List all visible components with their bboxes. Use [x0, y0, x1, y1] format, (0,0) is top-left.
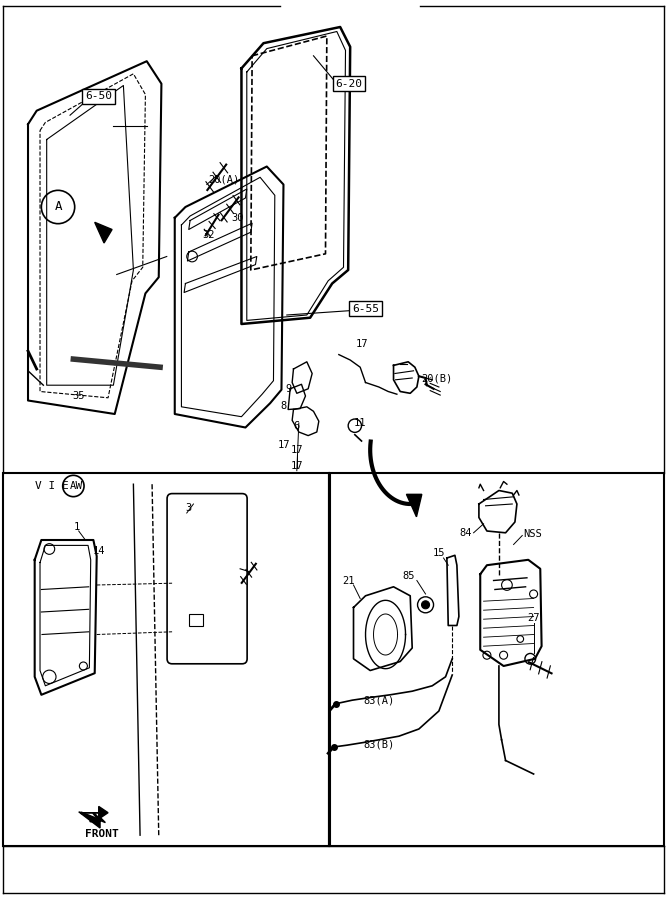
Text: 8: 8: [280, 400, 287, 411]
Polygon shape: [79, 812, 105, 828]
Bar: [3, 472, 329, 846]
Text: 83(B): 83(B): [364, 739, 395, 750]
Text: 27: 27: [528, 613, 540, 624]
Text: V I E W: V I E W: [35, 481, 82, 491]
Text: 17: 17: [356, 338, 368, 349]
Text: A: A: [54, 201, 62, 213]
Polygon shape: [95, 222, 112, 243]
Text: 83(A): 83(A): [364, 695, 395, 706]
Text: 11: 11: [354, 418, 366, 428]
Text: 17: 17: [291, 445, 303, 455]
Text: 20(A): 20(A): [208, 175, 239, 185]
Text: 6-55: 6-55: [352, 303, 379, 314]
Text: 17: 17: [291, 461, 303, 472]
Polygon shape: [406, 494, 422, 517]
Text: 3: 3: [185, 502, 192, 513]
Text: 32: 32: [203, 230, 215, 240]
Text: 15: 15: [433, 548, 445, 559]
Text: 9: 9: [285, 383, 292, 394]
Text: 20(B): 20(B): [422, 374, 453, 384]
Text: 35: 35: [73, 391, 85, 401]
Text: 17: 17: [277, 439, 290, 450]
Text: 1: 1: [73, 521, 80, 532]
Bar: [189, 614, 203, 626]
Polygon shape: [80, 806, 108, 819]
Text: A: A: [70, 481, 77, 491]
Text: 30: 30: [231, 212, 243, 223]
Text: FRONT: FRONT: [85, 829, 118, 840]
Bar: [330, 472, 664, 846]
Circle shape: [422, 601, 430, 608]
Text: 6: 6: [293, 420, 300, 431]
Text: NSS: NSS: [524, 528, 542, 539]
Text: 21: 21: [342, 575, 354, 586]
Text: 84: 84: [460, 527, 472, 538]
Text: 6-20: 6-20: [336, 78, 362, 89]
Text: 6-50: 6-50: [85, 91, 112, 102]
Text: 14: 14: [93, 545, 105, 556]
Text: 85: 85: [402, 571, 414, 581]
